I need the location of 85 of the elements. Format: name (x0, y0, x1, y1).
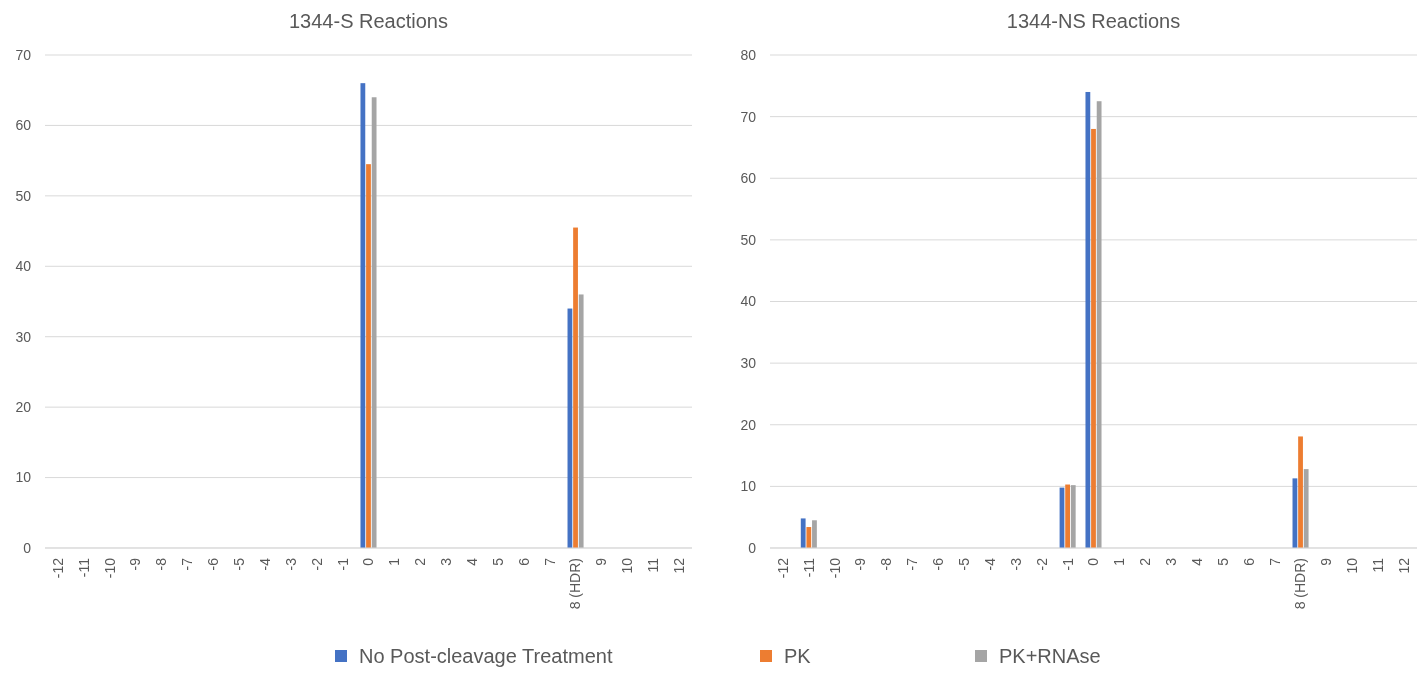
y-tick-label: 70 (740, 108, 757, 125)
x-tick-label: 6 (1240, 557, 1257, 566)
x-tick-label: 4 (1188, 557, 1205, 566)
bar (366, 164, 371, 548)
y-tick-label: 40 (15, 258, 32, 275)
legend-label: No Post-cleavage Treatment (359, 645, 613, 667)
x-tick-label: -3 (1007, 557, 1024, 571)
x-tick-label: 7 (541, 557, 558, 566)
x-tick-label: 0 (1085, 557, 1102, 566)
x-tick-label: -9 (852, 557, 869, 571)
bar (1303, 469, 1309, 548)
x-tick-label: 5 (1214, 557, 1231, 566)
x-tick-label: -5 (231, 557, 247, 571)
x-tick-label: 4 (463, 557, 480, 566)
x-tick-label: 0 (360, 557, 377, 566)
bar (1096, 101, 1102, 548)
bar (806, 527, 812, 548)
x-tick-label: -8 (878, 557, 895, 571)
x-tick-label: 5 (489, 557, 506, 566)
x-tick-label: -4 (256, 557, 273, 571)
x-tick-label: 1 (1111, 557, 1128, 566)
x-tick-label: -1 (1059, 557, 1076, 571)
chart-title: 1344-S Reactions (289, 10, 448, 32)
x-tick-label: -11 (75, 557, 92, 578)
x-tick-label: -4 (981, 557, 998, 571)
bar (1085, 91, 1091, 548)
x-tick-label: -3 (282, 557, 299, 571)
x-tick-label: 2 (412, 557, 429, 566)
x-tick-label: 3 (438, 557, 455, 566)
x-tick-label: -12 (774, 557, 791, 579)
x-tick-label: -1 (334, 557, 351, 571)
y-tick-label: 50 (740, 231, 757, 248)
y-tick-label: 10 (740, 478, 757, 495)
x-tick-label: 6 (515, 557, 532, 566)
x-tick-label: 10 (619, 557, 636, 574)
x-tick-label: 12 (670, 557, 687, 574)
y-tick-label: 60 (740, 170, 757, 187)
bar (1070, 485, 1076, 548)
x-tick-label: -10 (826, 557, 843, 579)
bar (573, 227, 578, 548)
bar (1091, 128, 1096, 548)
x-tick-label: 3 (1163, 557, 1180, 566)
y-tick-label: 30 (740, 355, 757, 372)
x-tick-label: -6 (205, 557, 222, 571)
x-tick-label: 9 (1318, 557, 1335, 566)
x-tick-label: 12 (1395, 557, 1412, 574)
y-tick-label: 20 (740, 416, 757, 433)
legend-label: PK (784, 645, 812, 667)
x-tick-label: 2 (1137, 557, 1154, 566)
bar (578, 294, 584, 548)
chart-title: 1344-NS Reactions (1006, 10, 1181, 32)
y-tick-label: 20 (15, 399, 32, 416)
y-tick-label: 60 (15, 117, 32, 134)
y-tick-label: 50 (15, 187, 32, 204)
y-tick-label: 30 (15, 328, 32, 345)
bar (1065, 484, 1071, 548)
bar (371, 97, 377, 548)
x-tick-label: -11 (800, 557, 817, 578)
x-tick-label: 7 (1266, 557, 1283, 566)
x-tick-label: -12 (49, 557, 66, 579)
y-tick-label: 40 (740, 293, 757, 310)
x-tick-label: -5 (956, 557, 972, 571)
x-tick-label: -2 (308, 557, 325, 571)
x-tick-label: 8 (HDR) (1292, 558, 1309, 610)
x-tick-label: -9 (127, 557, 144, 571)
y-tick-label: 80 (740, 46, 757, 63)
x-tick-label: 1 (386, 557, 403, 566)
bar (812, 520, 817, 548)
x-tick-label: -8 (153, 557, 170, 571)
x-tick-label: 11 (645, 557, 662, 573)
bar (360, 83, 366, 548)
x-tick-label: -10 (101, 557, 118, 579)
y-tick-label: 70 (15, 46, 32, 63)
x-tick-label: -7 (904, 557, 921, 571)
legend-label: PK+RNAse (999, 645, 1101, 667)
x-tick-label: 11 (1370, 557, 1387, 573)
x-tick-label: -2 (1033, 557, 1050, 571)
x-tick-label: -6 (930, 557, 947, 571)
y-tick-label: 10 (15, 469, 32, 486)
x-tick-label: 10 (1344, 557, 1361, 574)
x-tick-label: 9 (593, 557, 610, 566)
bar (800, 518, 806, 548)
bar (1298, 436, 1303, 548)
x-tick-label: 8 (HDR) (567, 558, 584, 610)
x-tick-label: -7 (179, 557, 196, 571)
